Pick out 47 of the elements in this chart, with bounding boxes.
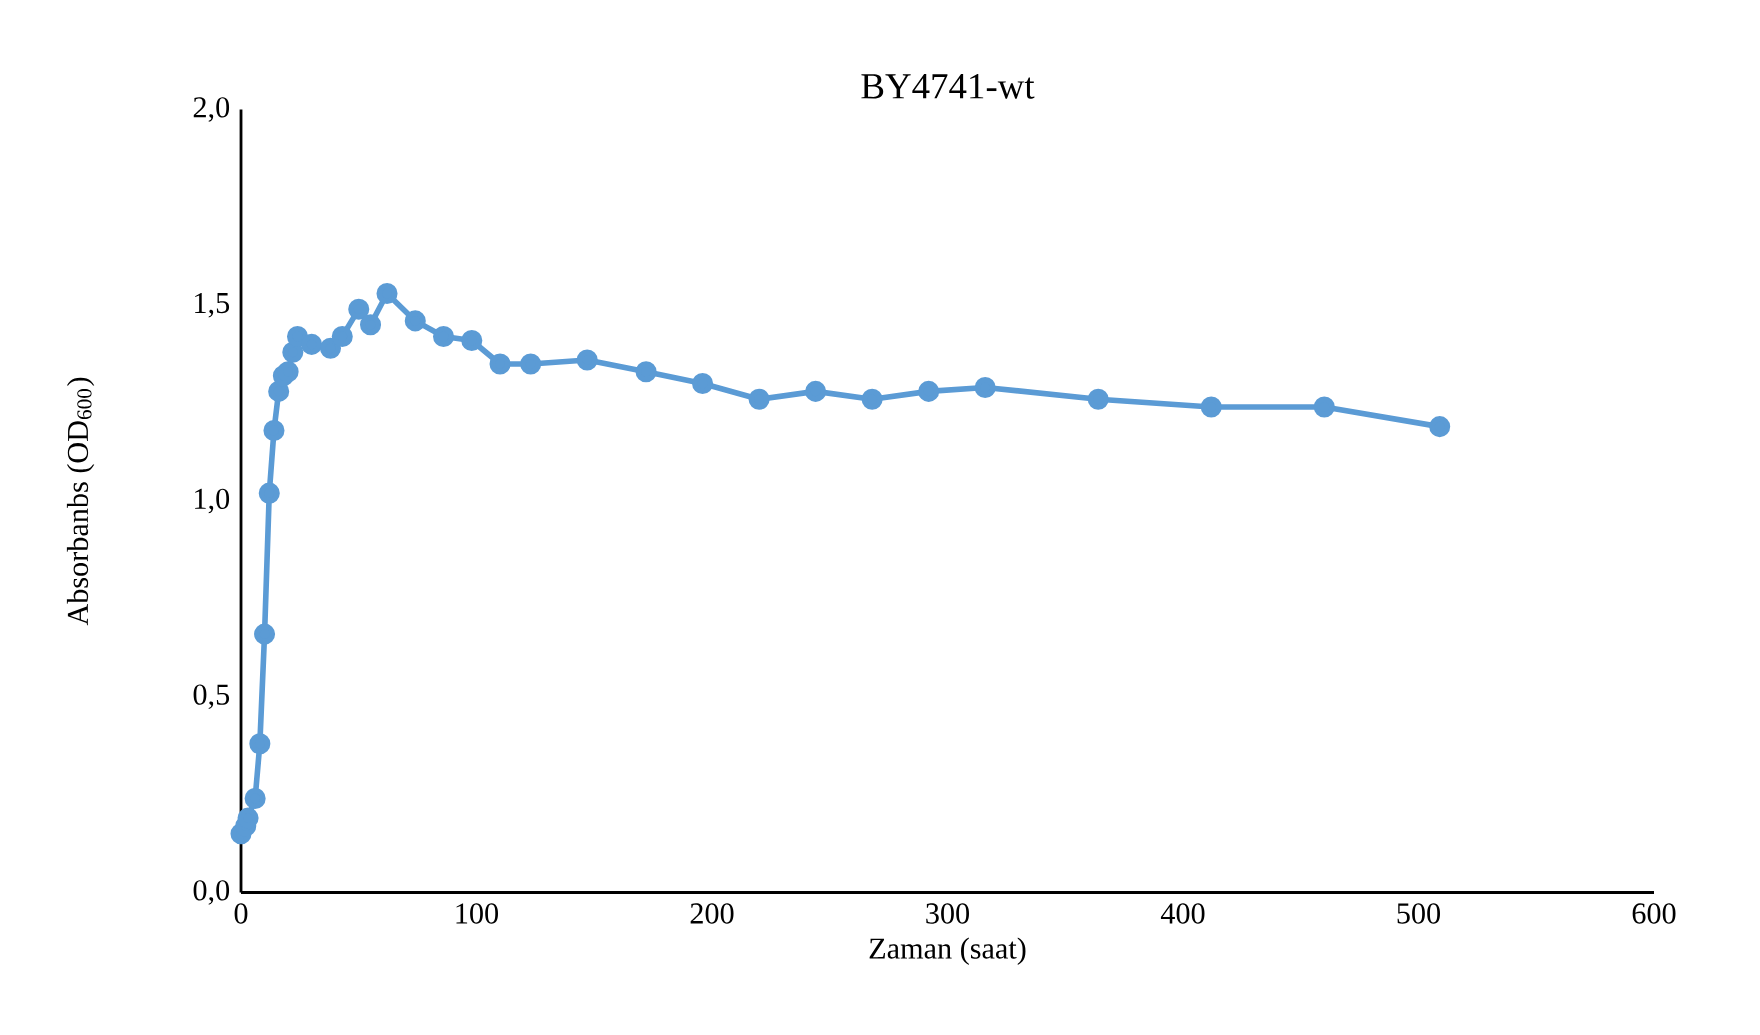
point (461, 329, 483, 352)
point (520, 353, 542, 375)
x-tick-label: 600 (1632, 903, 1676, 924)
point (918, 380, 940, 402)
x-tick-label: 0 (234, 903, 248, 924)
x-axis-title: Zaman (saat) (869, 937, 1026, 965)
point (404, 310, 426, 332)
point (576, 349, 598, 371)
point (748, 388, 770, 410)
x-tick-label: 500 (1397, 903, 1440, 924)
point (489, 353, 511, 375)
y-tick-label: 0,0 (193, 880, 230, 905)
point (805, 380, 827, 402)
x-tick-label: 300 (926, 903, 969, 924)
point (348, 298, 370, 320)
point (301, 333, 323, 355)
point (268, 380, 290, 402)
point (974, 376, 996, 399)
point (331, 326, 353, 348)
x-tick-label: 100 (456, 903, 498, 924)
point (1429, 416, 1451, 438)
x-tick-label: 200 (690, 903, 734, 924)
y-tick-label: 2,0 (193, 97, 230, 122)
point (263, 419, 285, 442)
point (282, 341, 304, 363)
point (249, 733, 271, 755)
y-tick-label: 1,5 (195, 292, 230, 318)
y-tick-label: 0,5 (193, 684, 230, 710)
point (433, 326, 455, 348)
point (319, 337, 342, 359)
x-tick-label: 400 (1160, 903, 1205, 924)
point (861, 388, 883, 410)
point (359, 314, 382, 336)
point (254, 623, 276, 645)
point (692, 373, 714, 395)
point (1200, 396, 1222, 418)
y-tick-label: 1,0 (195, 488, 230, 514)
point (635, 361, 657, 383)
point (277, 361, 299, 383)
point (286, 326, 309, 348)
point (244, 787, 266, 810)
y-axis-title: Absorbanbs (OD$_{600}$) (66, 377, 95, 626)
point (376, 282, 398, 305)
point (258, 482, 280, 504)
point (1313, 396, 1335, 418)
point (1087, 388, 1109, 410)
chart-title: BY4741-wt (861, 74, 1035, 99)
